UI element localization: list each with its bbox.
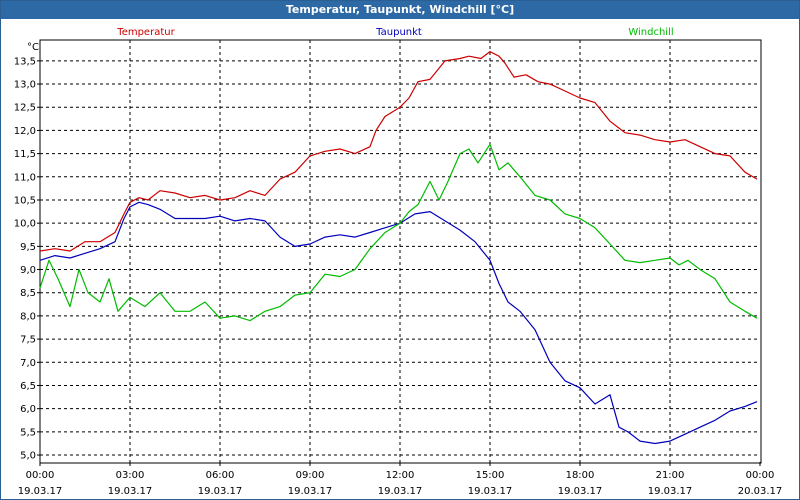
y-tick-label: 9,5 (20, 242, 36, 253)
y-tick-label: 5,0 (20, 451, 36, 462)
y-tick-label: 12,5 (14, 103, 36, 114)
window-title: Temperatur, Taupunkt, Windchill [°C] (1, 1, 799, 19)
y-tick-label: 10,0 (14, 219, 36, 230)
x-tick-time: 12:00 (386, 470, 415, 481)
y-tick-label: 6,0 (20, 404, 36, 415)
series-lines (39, 50, 758, 445)
x-tick-time: 00:00 (746, 470, 775, 481)
x-tick-date: 19.03.17 (108, 486, 153, 497)
y-tick-label: 13,5 (14, 56, 36, 67)
y-tick-label: 10,5 (14, 195, 36, 206)
x-axis: 00:00 19.03.17 03:00 19.03.17 06:00 19.03.17 0… (18, 462, 783, 497)
legend-temperatur: Temperatur (116, 27, 175, 38)
y-tick-label: 6,5 (20, 381, 36, 392)
legend-taupunkt: Taupunkt (375, 27, 422, 38)
y-tick-label: 11,0 (14, 172, 36, 183)
x-tick-date: 19.03.17 (648, 486, 693, 497)
y-tick-label: 11,5 (14, 149, 36, 160)
line-chart: °C 5,0 5,5 6,0 6,5 7,0 7,5 8,0 8,5 9,0 9,5 10,0 10,… (14, 27, 783, 497)
y-axis: °C 5,0 5,5 6,0 6,5 7,0 7,5 8,0 8,5 9,0 9,5 10,0 10,… (14, 42, 40, 462)
x-tick-date: 19.03.17 (288, 486, 333, 497)
legend-windchill: Windchill (628, 27, 673, 38)
x-tick-date: 19.03.17 (468, 486, 513, 497)
x-tick-date: 19.03.17 (558, 486, 603, 497)
y-tick-label: 9,0 (20, 265, 36, 276)
series-line-temperatur (39, 50, 758, 252)
x-tick-time: 18:00 (566, 470, 595, 481)
series-line-windchill (39, 143, 758, 322)
x-tick-date: 20.03.17 (738, 486, 783, 497)
y-tick-label: 12,0 (14, 126, 36, 137)
y-axis-unit: °C (27, 42, 39, 53)
x-tick-date: 19.03.17 (198, 486, 243, 497)
x-tick-time: 03:00 (116, 470, 145, 481)
y-tick-label: 13,0 (14, 80, 36, 91)
x-tick-date: 19.03.17 (378, 486, 423, 497)
x-tick-time: 00:00 (26, 470, 55, 481)
y-tick-label: 8,5 (20, 288, 36, 299)
x-tick-time: 09:00 (296, 470, 325, 481)
x-tick-time: 15:00 (476, 470, 505, 481)
legend: Temperatur Taupunkt Windchill (116, 27, 673, 38)
y-tick-label: 5,5 (20, 427, 36, 438)
y-tick-label: 8,0 (20, 311, 36, 322)
y-tick-label: 7,0 (20, 358, 36, 369)
x-tick-time: 06:00 (206, 470, 235, 481)
y-tick-label: 7,5 (20, 335, 36, 346)
grid (40, 40, 760, 462)
x-tick-time: 21:00 (656, 470, 685, 481)
x-tick-date: 19.03.17 (18, 486, 63, 497)
